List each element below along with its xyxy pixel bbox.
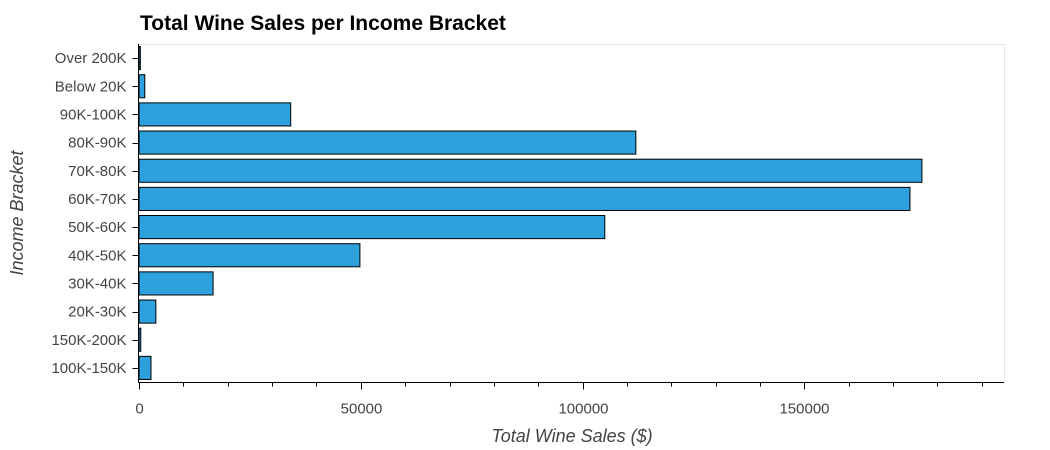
- y-tick-label: 60K-70K: [68, 191, 126, 208]
- x-tick-label: 50000: [341, 401, 383, 418]
- bar-70k-80k: [138, 158, 923, 183]
- x-axis: 0 50000 100000 150000: [135, 382, 1004, 418]
- bar-20k-30k: [138, 299, 157, 324]
- x-tick-label: 0: [135, 401, 143, 418]
- y-tick-label: 30K-40K: [68, 275, 126, 292]
- bar-40k-50k: [138, 243, 361, 268]
- bar-150k-200k: [138, 327, 142, 352]
- bars-group: [138, 46, 923, 380]
- bar-100k-150k: [138, 355, 152, 380]
- plot-frame: [138, 44, 1005, 383]
- chart-title: Total Wine Sales per Income Bracket: [140, 12, 506, 35]
- x-axis-label: Total Wine Sales ($): [491, 426, 652, 446]
- y-tick-label: 40K-50K: [68, 247, 126, 264]
- y-tick-label: Over 200K: [55, 50, 127, 67]
- y-tick-label: 20K-30K: [68, 304, 126, 321]
- y-tick-label: Below 20K: [55, 78, 127, 95]
- y-axis-label: Income Bracket: [7, 149, 27, 275]
- bar-90k-100k: [138, 102, 292, 127]
- x-tick-label: 100000: [558, 401, 608, 418]
- x-tick-label: 150000: [779, 401, 829, 418]
- bar-80k-90k: [138, 130, 637, 155]
- y-tick-label: 80K-90K: [68, 135, 126, 152]
- y-tick-label: 90K-100K: [60, 106, 127, 123]
- y-tick-label: 50K-60K: [68, 219, 126, 236]
- y-tick-label: 100K-150K: [51, 360, 126, 377]
- bar-over-200k: [138, 46, 141, 71]
- bar-below-20k: [138, 74, 146, 99]
- bar-30k-40k: [138, 271, 214, 296]
- bar-50k-60k: [138, 215, 606, 240]
- bar-60k-70k: [138, 186, 911, 211]
- y-tick-label: 150K-200K: [51, 332, 126, 349]
- y-axis: Over 200K Below 20K 90K-100K 80K-90K 70K-80K…: [51, 44, 139, 383]
- y-tick-label: 70K-80K: [68, 163, 126, 180]
